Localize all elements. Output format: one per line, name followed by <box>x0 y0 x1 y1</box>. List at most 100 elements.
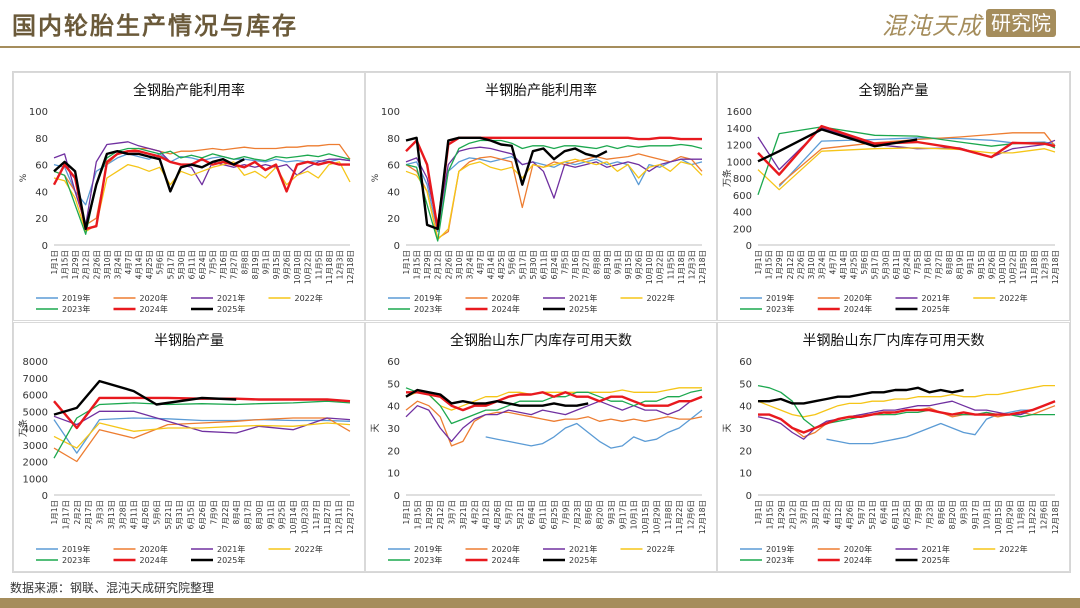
chart-1-xtick-0: 1月1日 <box>402 250 411 275</box>
chart-0-xtick-4: 2月26日 <box>92 250 101 279</box>
chart-1-xtick-21: 9月15日 <box>624 250 633 279</box>
chart-0-series-2022年 <box>53 161 351 233</box>
chart-1-series-2022年 <box>405 158 703 241</box>
chart-4-legend-2022年: 2022年 <box>647 544 675 554</box>
chart-0-ytick-4: 80 <box>35 134 48 145</box>
chart-5-ylabel: 天 <box>723 423 733 432</box>
chart-3-ytick-4: 4000 <box>23 424 48 435</box>
chart-3-xtick-14: 7月9日 <box>209 500 218 525</box>
chart-2-xtick-26: 11月18日 <box>1030 250 1039 284</box>
chart-5-xtick-13: 6月25日 <box>903 500 912 529</box>
chart-3-xtick-3: 2月17日 <box>84 500 93 529</box>
chart-1-legend-2021年: 2021年 <box>569 293 597 303</box>
chart-4-xtick-7: 4月12日 <box>482 500 491 529</box>
chart-2-xtick-24: 10月22日 <box>1009 250 1018 284</box>
chart-0-xtick-23: 10月10日 <box>293 250 302 284</box>
chart-3-legend-2025年: 2025年 <box>217 555 245 565</box>
chart-5-xtick-10: 5月21日 <box>868 500 877 529</box>
chart-4-xtick-2: 1月29日 <box>425 500 434 529</box>
chart-3-xtick-7: 4月11日 <box>130 500 139 529</box>
chart-0-xtick-17: 7月27日 <box>230 250 239 279</box>
chart-3-xtick-25: 12月11日 <box>335 500 344 534</box>
chart-3-legend-2021年: 2021年 <box>217 544 245 554</box>
chart-5-xtick-14: 7月9日 <box>914 500 923 525</box>
chart-panel-5: 半钢胎山东厂内库存可用天数天 0 10 20 30 40 50 60 1月1日 1月15日 1月29… <box>717 322 1070 572</box>
chart-4-ytick-3: 30 <box>387 424 400 435</box>
chart-0-xtick-11: 5月17日 <box>166 250 175 279</box>
chart-4-xtick-17: 8月20日 <box>596 500 605 529</box>
chart-3-xtick-5: 3月13日 <box>107 500 116 529</box>
chart-2-ytick-3: 600 <box>733 191 752 202</box>
chart-5-xtick-15: 7月23日 <box>925 500 934 529</box>
chart-4-xtick-26: 12月18日 <box>698 500 707 534</box>
chart-2-xtick-4: 2月26日 <box>796 250 805 279</box>
chart-panel-3: 半钢胎产量 万条 0 1000 2000 3000 4000 5000 6000 7000 8000… <box>13 322 365 572</box>
chart-2-xtick-19: 8月19日 <box>956 250 965 279</box>
chart-1-xtick-13: 6月11日 <box>539 250 548 279</box>
chart-0-ylabel: % <box>19 173 29 182</box>
chart-1-xtick-11: 5月17日 <box>518 250 527 279</box>
chart-2-ytick-8: 1600 <box>727 107 752 118</box>
chart-1-ytick-5: 100 <box>381 107 400 118</box>
chart-5-legend-2024年: 2024年 <box>844 555 872 565</box>
chart-2-xtick-27: 12月3日 <box>1040 250 1049 279</box>
chart-1-xtick-7: 4月7日 <box>476 250 485 275</box>
chart-3-series-2025年 <box>53 379 237 416</box>
chart-5-series-2025年 <box>758 386 964 405</box>
chart-5-xtick-24: 11月22日 <box>1028 500 1037 534</box>
chart-1-xtick-17: 7月27日 <box>582 250 591 279</box>
chart-1-xtick-5: 3月10日 <box>455 250 464 279</box>
chart-0-series-2024年 <box>52 150 350 231</box>
chart-4-xtick-1: 1月15日 <box>413 500 422 529</box>
chart-0-xtick-19: 8月19日 <box>251 250 260 279</box>
chart-0-xtick-2: 1月29日 <box>71 250 80 279</box>
chart-5-ytick-1: 10 <box>739 469 752 480</box>
chart-4-xtick-6: 4月2日 <box>470 500 479 525</box>
chart-3-xtick-19: 9月11日 <box>266 500 275 529</box>
chart-0-xtick-18: 8月8日 <box>240 250 249 275</box>
chart-1-xtick-24: 10月22日 <box>656 250 665 284</box>
chart-3-xtick-21: 10月14日 <box>289 500 298 534</box>
chart-2-ylabel: 万条 <box>721 169 733 187</box>
chart-2-xtick-1: 1月15日 <box>765 250 774 279</box>
chart-0-xtick-6: 3月24日 <box>113 250 122 279</box>
chart-0-xtick-21: 9月15日 <box>272 250 281 279</box>
chart-4-xtick-8: 4月26日 <box>493 500 502 529</box>
chart-3-series-2020年 <box>53 417 351 463</box>
chart-2-series-2022年 <box>757 147 1056 191</box>
chart-3-title: 半钢胎产量 <box>154 333 224 349</box>
chart-0-ytick-5: 100 <box>29 107 48 118</box>
chart-5-xtick-1: 1月15日 <box>765 500 774 529</box>
chart-5-series-2024年 <box>758 400 1056 434</box>
chart-4-legend-2021年: 2021年 <box>569 544 597 554</box>
chart-5-xtick-19: 9月17日 <box>971 500 980 529</box>
header-divider <box>0 46 1080 48</box>
chart-0-xtick-8: 4月14日 <box>135 250 144 279</box>
chart-5-ytick-2: 20 <box>739 446 752 457</box>
footer-bar <box>0 598 1080 608</box>
chart-0-xtick-5: 3月10日 <box>103 250 112 279</box>
chart-2-xtick-0: 1月1日 <box>754 250 763 275</box>
chart-3-xtick-17: 8月17日 <box>244 500 253 529</box>
chart-3-xtick-20: 9月25日 <box>278 500 287 529</box>
chart-4-xtick-25: 12月6日 <box>687 500 696 529</box>
chart-5-xtick-26: 12月18日 <box>1051 500 1060 534</box>
chart-4-xtick-19: 9月17日 <box>618 500 627 529</box>
chart-4-xtick-18: 9月3日 <box>607 500 616 525</box>
chart-0-series-2025年 <box>53 150 245 231</box>
chart-0-legend-2020年: 2020年 <box>140 293 168 303</box>
chart-5-series-2021年 <box>757 400 1056 440</box>
chart-2-xtick-22: 9月26日 <box>987 250 996 279</box>
chart-0-xtick-25: 11月5日 <box>314 250 323 279</box>
chart-2-xtick-10: 5月6日 <box>860 250 869 275</box>
chart-5-legend-2023年: 2023年 <box>766 555 794 565</box>
chart-1-xtick-2: 1月29日 <box>423 250 432 279</box>
chart-2-ytick-4: 800 <box>733 174 752 185</box>
chart-0-ytick-2: 40 <box>35 187 48 198</box>
chart-4-xtick-0: 1月1日 <box>402 500 411 525</box>
chart-5-xtick-20: 10月1日 <box>982 500 991 529</box>
chart-5-ytick-0: 0 <box>746 491 752 502</box>
chart-2-xtick-17: 7月27日 <box>934 250 943 279</box>
